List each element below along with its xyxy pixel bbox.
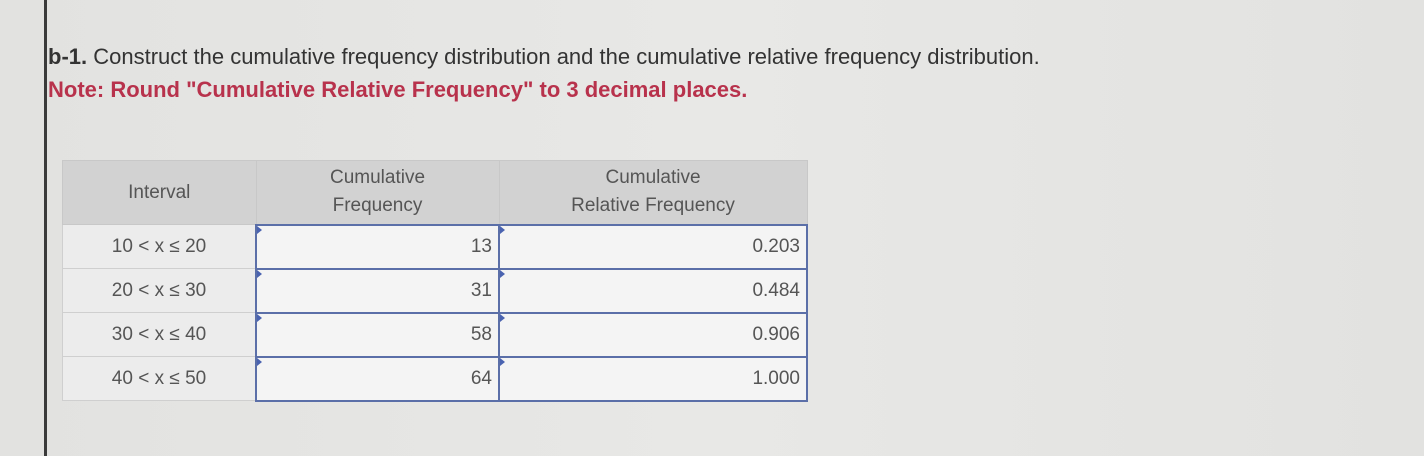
cumulative-frequency-table: Interval Cumulative Frequency Cumulative R… bbox=[62, 160, 808, 402]
cumulative-frequency-input[interactable]: 64 bbox=[255, 355, 500, 402]
cumulative-relative-frequency-input[interactable]: 0.203 bbox=[498, 223, 808, 270]
question-label: b-1. bbox=[48, 44, 88, 69]
table-row: 20 < x ≤ 30 31 0.484 bbox=[62, 267, 808, 314]
table-row: 40 < x ≤ 50 64 1.000 bbox=[62, 355, 808, 402]
question-body: Construct the cumulative frequency distr… bbox=[87, 44, 1040, 69]
table-row: 10 < x ≤ 20 13 0.203 bbox=[62, 223, 808, 270]
interval-cell: 20 < x ≤ 30 bbox=[62, 268, 257, 313]
header-cumulative-frequency: Cumulative Frequency bbox=[255, 160, 500, 225]
cumulative-frequency-input[interactable]: 13 bbox=[255, 223, 500, 270]
question-text: b-1. Construct the cumulative frequency … bbox=[48, 44, 1040, 70]
table-row: 30 < x ≤ 40 58 0.906 bbox=[62, 311, 808, 358]
interval-cell: 30 < x ≤ 40 bbox=[62, 312, 257, 357]
interval-cell: 10 < x ≤ 20 bbox=[62, 224, 257, 269]
cumulative-relative-frequency-input[interactable]: 0.484 bbox=[498, 267, 808, 314]
header-interval: Interval bbox=[62, 160, 257, 225]
header-cumulative-relative-frequency: Cumulative Relative Frequency bbox=[498, 160, 808, 225]
cumulative-relative-frequency-input[interactable]: 1.000 bbox=[498, 355, 808, 402]
cumulative-frequency-input[interactable]: 58 bbox=[255, 311, 500, 358]
interval-cell: 40 < x ≤ 50 bbox=[62, 356, 257, 401]
cumulative-frequency-input[interactable]: 31 bbox=[255, 267, 500, 314]
left-margin-rule bbox=[44, 0, 47, 456]
rounding-note: Note: Round "Cumulative Relative Frequen… bbox=[48, 77, 748, 102]
cumulative-relative-frequency-input[interactable]: 0.906 bbox=[498, 311, 808, 358]
